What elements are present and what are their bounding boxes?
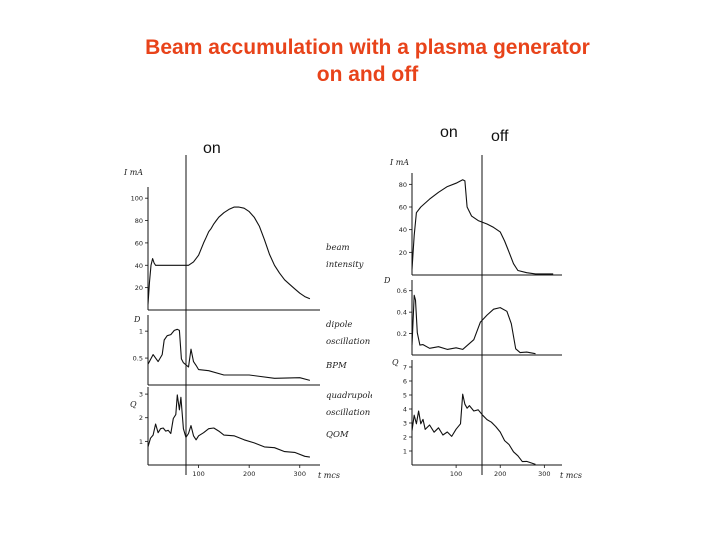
left-chart-figure: I mA 100 80 60 40 20 beam intensity D 1 0.5 dipole o… (122, 155, 372, 485)
y-tick-label: 40 (135, 262, 143, 270)
y-tick-label: 40 (399, 226, 407, 234)
y-tick-label: 100 (131, 195, 143, 203)
y-axis-label: Q (130, 400, 137, 409)
series-line (411, 294, 536, 355)
y-tick-label: 0.6 (397, 287, 407, 295)
series-line (147, 394, 310, 458)
y-axis-label: D (133, 315, 141, 324)
right-chart-figure: I mA 80 60 40 20 D 0.6 0.4 0.2 Q 7 6 5 4 3 2 1 100 200 300 t… (372, 155, 607, 485)
series-line (147, 328, 311, 381)
y-tick-label: 80 (399, 181, 407, 189)
y-tick-label: 1 (139, 438, 143, 446)
x-tick-label: 100 (450, 470, 462, 478)
slide-title-line-1: Beam accumulation with a plasma generato… (145, 36, 590, 59)
y-tick-label: 2 (139, 414, 143, 422)
y-tick-label: 6 (403, 378, 407, 386)
y-tick-label: 1 (139, 328, 143, 336)
panel-2: D 1 0.5 dipole oscillation BPM (133, 315, 370, 386)
panel-annotation: quadrupole (326, 391, 372, 401)
panel-annotation: QOM (326, 430, 349, 440)
right-on-label: on (440, 124, 458, 141)
y-tick-label: 3 (139, 391, 143, 399)
y-tick-label: 0.5 (133, 355, 143, 363)
panel-1: I mA 80 60 40 20 (389, 158, 562, 276)
y-tick-label: 7 (403, 364, 407, 372)
y-tick-label: 3 (403, 420, 407, 428)
panel-annotation: intensity (326, 260, 364, 270)
y-tick-label: 80 (135, 217, 143, 225)
x-tick-label: 200 (494, 470, 506, 478)
y-tick-label: 1 (403, 448, 407, 456)
y-tick-label: 20 (399, 249, 407, 257)
y-axis-label: I mA (389, 158, 409, 167)
panel-annotation: oscillation (326, 337, 370, 347)
y-tick-label: 60 (135, 239, 143, 247)
y-tick-label: 60 (399, 204, 407, 212)
series-line (411, 393, 536, 465)
y-axis-label: D (383, 276, 391, 285)
x-axis-label: t mcs (318, 471, 340, 480)
panel-annotation: beam (326, 243, 350, 253)
y-tick-label: 5 (403, 392, 407, 400)
panel-3: Q7 6 5 4 3 2 1 100 200 300 t mcs (392, 358, 582, 480)
y-tick-label: 20 (135, 284, 143, 292)
slide-title-line-2: on and off (316, 63, 419, 86)
right-chart-svg: I mA 80 60 40 20 D 0.6 0.4 0.2 Q7 6 5 4 3 2 1 100 200 300 t… (383, 155, 582, 480)
x-tick-label: 100 (192, 470, 204, 478)
y-tick-label: 4 (403, 406, 407, 414)
left-on-label: on (203, 140, 221, 157)
left-chart-svg: I mA 100 80 60 40 20 beam intensity D 1 0.5 dipole o… (123, 155, 372, 480)
series-line (147, 206, 311, 305)
panel-3: Q3 2 1 100 200 300 t mcs quadrupole oscillation Q… (130, 387, 372, 480)
x-tick-label: 300 (294, 470, 306, 478)
y-axis-label: Q (392, 358, 399, 367)
x-tick-label: 200 (243, 470, 255, 478)
y-tick-label: 2 (403, 434, 407, 442)
x-axis-label: t mcs (560, 471, 582, 480)
panel-annotation: oscillation (326, 408, 370, 418)
right-off-label: off (491, 128, 509, 145)
series-line (411, 179, 554, 275)
y-tick-label: 0.2 (397, 330, 407, 338)
panel-annotation: dipole (326, 320, 352, 330)
x-tick-label: 300 (538, 470, 550, 478)
y-axis-label: I mA (123, 168, 143, 177)
panel-1: I mA 100 80 60 40 20 beam intensity (123, 168, 364, 311)
panel-2: D 0.6 0.4 0.2 (383, 276, 562, 356)
panel-annotation: BPM (325, 361, 347, 371)
y-tick-label: 0.4 (397, 309, 407, 317)
